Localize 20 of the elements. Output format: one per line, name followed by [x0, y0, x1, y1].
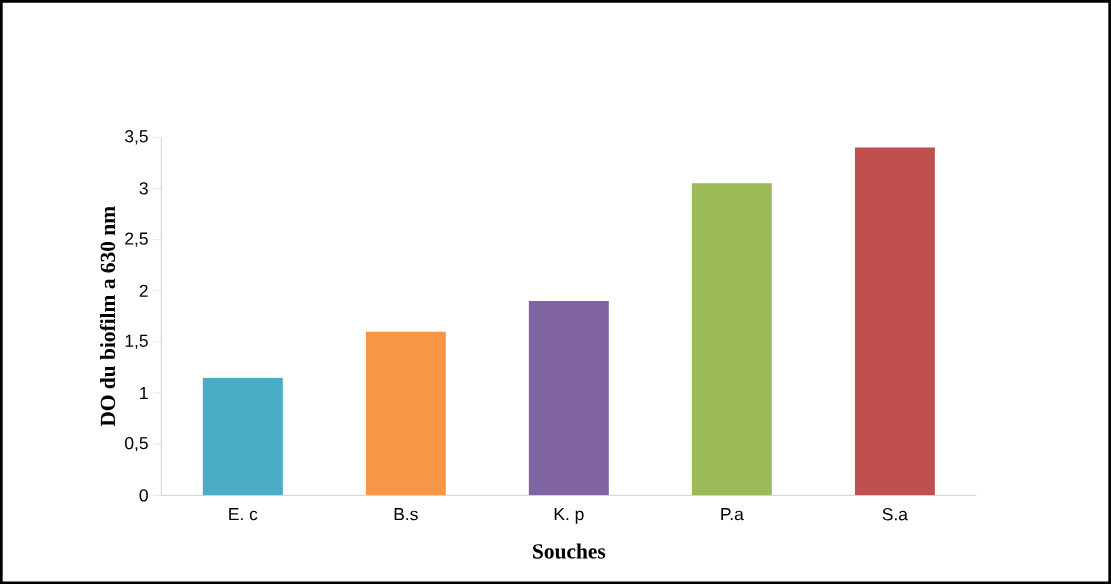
y-tick-label: 2: [139, 284, 148, 297]
x-tick-label: K. p: [554, 507, 584, 524]
bar: [528, 300, 609, 496]
y-tick-label: 0,5: [125, 436, 148, 452]
bar: [365, 331, 446, 496]
bar: [854, 147, 935, 496]
bar: [202, 377, 283, 496]
y-tick-label: 2,5: [125, 232, 148, 247]
y-tick-label: 0: [139, 489, 148, 502]
y-tick-label: 1,5: [125, 334, 148, 349]
y-tick-label: 3,5: [125, 129, 148, 145]
x-tick-label: E. c: [229, 507, 258, 521]
y-tick-label: 3: [139, 182, 148, 195]
x-axis-title: Souches: [533, 543, 606, 559]
y-axis-title: DO du biofilm a 630 nm: [99, 206, 116, 427]
x-tick-label: S.a: [882, 507, 908, 521]
x-tick-label: B.s: [394, 507, 418, 521]
bar: [691, 183, 772, 496]
y-tick-label: 1: [140, 386, 148, 399]
x-tick-label: P.a: [721, 507, 744, 521]
